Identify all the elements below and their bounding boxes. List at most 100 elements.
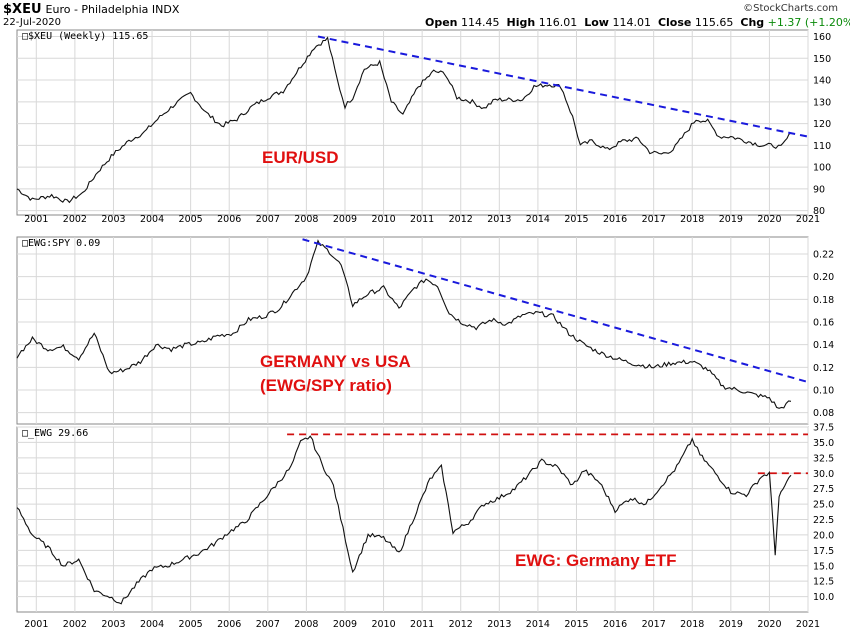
- y-tick-label: 0.14: [813, 340, 834, 351]
- x-tick-label: 2008: [294, 619, 318, 630]
- panel-frame: [16, 29, 809, 216]
- x-tick-label: 2002: [63, 214, 87, 225]
- panel-1: 80 90 100 110 120 130 140 150 160 □$XEU (Weekly) …: [16, 29, 831, 217]
- symbol: $XEU: [3, 2, 42, 17]
- x-tick-label: 2011: [410, 214, 434, 225]
- x-tick-label: 2018: [680, 619, 704, 630]
- series-line: [16, 435, 792, 605]
- x-tick-label: 2019: [719, 214, 743, 225]
- chg-value: +1.37 (+1.20%): [767, 16, 850, 29]
- y-tick-label: 32.5: [813, 453, 834, 464]
- chart-date: 22-Jul-2020: [3, 17, 62, 28]
- x-tick-label: 2003: [101, 619, 125, 630]
- x-tick-label: 2014: [526, 214, 550, 225]
- x-tick-label: 2010: [371, 214, 395, 225]
- y-tick-label: 22.5: [813, 515, 834, 526]
- trendline: [302, 238, 809, 384]
- x-tick-label: 2007: [256, 214, 280, 225]
- security-name: Euro - Philadelphia INDX: [45, 3, 180, 16]
- y-tick-label: 130: [813, 97, 831, 108]
- x-tick-label: 2005: [179, 214, 203, 225]
- x-tick-label: 2020: [757, 619, 781, 630]
- y-tick-label: 25.0: [813, 500, 834, 511]
- x-tick-label: 2003: [101, 214, 125, 225]
- y-tick-label: 140: [813, 76, 831, 87]
- x-tick-label: 2009: [333, 214, 357, 225]
- y-tick-label: 0.16: [813, 318, 834, 329]
- x-tick-label: 2012: [449, 619, 473, 630]
- chart-header: $XEU Euro - Philadelphia INDX: [3, 2, 179, 17]
- x-tick-label: 2002: [63, 619, 87, 630]
- y-tick-label: 30.0: [813, 469, 834, 480]
- high-value: 116.01: [538, 16, 578, 29]
- x-tick-label: 2017: [642, 619, 666, 630]
- x-tick-label: 2017: [642, 214, 666, 225]
- low-label: Low: [584, 16, 609, 29]
- chg-label: Chg: [740, 16, 765, 29]
- y-tick-label: 35.0: [813, 438, 834, 449]
- y-tick-label: 17.5: [813, 546, 834, 557]
- panel-legend: □_EWG 29.66: [22, 428, 88, 439]
- panel-annotation: EUR/USD: [262, 148, 339, 167]
- panel-legend: □EWG:SPY 0.09: [22, 238, 100, 249]
- stockcharts-brand: ©StockCharts.com: [743, 3, 838, 14]
- trendline: [317, 35, 809, 138]
- x-tick-label: 2007: [256, 619, 280, 630]
- x-tick-label: 2021: [796, 619, 820, 630]
- high-label: High: [506, 16, 536, 29]
- y-tick-label: 0.12: [813, 363, 834, 374]
- y-tick-label: 10.0: [813, 592, 834, 603]
- y-tick-label: 100: [813, 163, 831, 174]
- y-tick-label: 150: [813, 54, 831, 65]
- y-tick-label: 80: [813, 206, 825, 217]
- panel-legend: □$XEU (Weekly) 115.65: [22, 31, 148, 42]
- panel-2: 0.08 0.10 0.12 0.14 0.16 0.18 0.20 0.22 □EWG:SPY…: [16, 236, 834, 425]
- x-tick-label: 2019: [719, 619, 743, 630]
- low-value: 114.01: [612, 16, 651, 29]
- panel-annotation: GERMANY vs USA: [260, 352, 411, 371]
- x-tick-label: 2004: [140, 619, 164, 630]
- x-tick-label: 2006: [217, 214, 241, 225]
- y-tick-label: 12.5: [813, 577, 834, 588]
- y-tick-label: 120: [813, 119, 831, 130]
- open-label: Open: [425, 16, 458, 29]
- x-tick-label: 2015: [564, 619, 588, 630]
- open-value: 114.45: [461, 16, 500, 29]
- x-tick-label: 2016: [603, 619, 627, 630]
- series-line: [16, 239, 792, 409]
- y-tick-label: 0.18: [813, 295, 834, 306]
- x-tick-label: 2013: [487, 619, 511, 630]
- x-tick-label: 2011: [410, 619, 434, 630]
- y-tick-label: 15.0: [813, 561, 834, 572]
- y-tick-label: 0.10: [813, 386, 834, 397]
- y-tick-label: 20.0: [813, 530, 834, 541]
- x-tick-label: 2021: [796, 214, 820, 225]
- x-tick-label: 2016: [603, 214, 627, 225]
- x-tick-label: 2001: [24, 619, 48, 630]
- x-tick-label: 2014: [526, 619, 550, 630]
- y-tick-label: 0.20: [813, 272, 834, 283]
- x-tick-label: 2013: [487, 214, 511, 225]
- x-tick-label: 2012: [449, 214, 473, 225]
- x-tick-label: 2008: [294, 214, 318, 225]
- close-label: Close: [657, 16, 692, 29]
- ohlc-readout: Open 114.45 High 116.01 Low 114.01 Close…: [425, 16, 850, 29]
- panel-3: 10.0 12.5 15.0 17.5 20.0 22.5 25.0 27.5 30.0 32.5…: [16, 423, 834, 613]
- close-value: 115.65: [694, 16, 734, 29]
- panel-annotation: EWG: Germany ETF: [515, 551, 677, 570]
- panel-frame: [16, 236, 809, 425]
- y-tick-label: 0.22: [813, 250, 834, 261]
- y-tick-label: 0.08: [813, 408, 834, 419]
- y-tick-label: 90: [813, 184, 825, 195]
- x-tick-label: 2010: [371, 619, 395, 630]
- x-tick-label: 2020: [757, 214, 781, 225]
- x-tick-label: 2005: [179, 619, 203, 630]
- x-tick-label: 2004: [140, 214, 164, 225]
- x-tick-label: 2009: [333, 619, 357, 630]
- y-tick-label: 160: [813, 32, 831, 43]
- x-tick-label: 2001: [24, 214, 48, 225]
- y-tick-label: 110: [813, 141, 831, 152]
- series-line: [16, 36, 792, 204]
- x-tick-label: 2018: [680, 214, 704, 225]
